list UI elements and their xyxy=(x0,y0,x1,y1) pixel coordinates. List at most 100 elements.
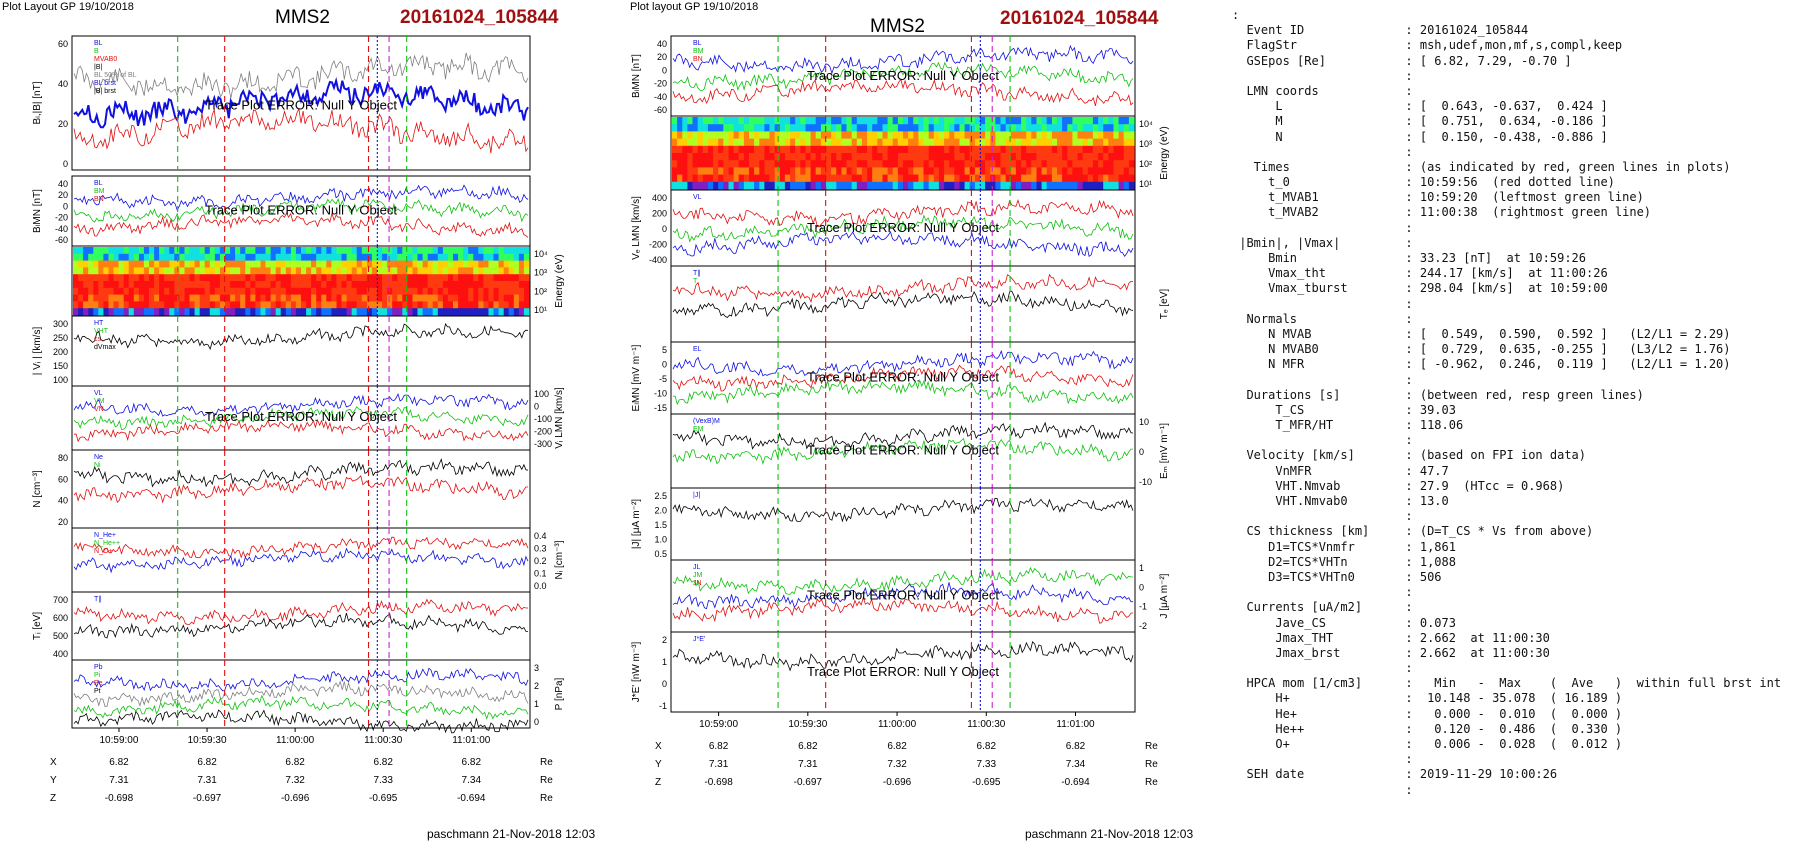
y-tick-label: 0.5 xyxy=(654,549,667,559)
spectrogram-cell xyxy=(897,160,904,168)
spectrogram-cell xyxy=(123,260,130,268)
spectrogram-cell xyxy=(377,274,383,282)
spectrogram-cell xyxy=(836,131,842,140)
spectrogram-cell xyxy=(1000,160,1007,168)
spectrogram-cell xyxy=(1103,181,1109,190)
spectrogram-cell xyxy=(73,301,79,309)
spectrogram-cell xyxy=(938,117,945,125)
spectrogram-cell xyxy=(159,294,165,302)
spectrogram-cell xyxy=(974,167,981,176)
spectrogram-cell xyxy=(1128,124,1135,132)
spectrogram-cell xyxy=(1113,174,1120,183)
spectrogram-cell xyxy=(159,308,165,316)
legend-entry: BM xyxy=(693,48,704,55)
spectrogram-cell xyxy=(478,308,484,316)
y-tick-label-right: 10³ xyxy=(534,268,547,278)
spectrogram-cell xyxy=(995,131,1002,140)
spectrogram-cell xyxy=(422,301,429,309)
spectrogram-cell xyxy=(458,281,464,289)
spectrogram-cell xyxy=(723,181,729,190)
spectrogram-cell xyxy=(877,174,883,183)
spectrogram-cell xyxy=(447,267,454,275)
spectrogram-cell xyxy=(882,117,889,125)
spectrogram-cell xyxy=(88,247,94,255)
y-tick-label: 0 xyxy=(662,65,667,75)
spectrogram-cell xyxy=(1026,124,1032,132)
spectrogram-cell xyxy=(427,308,434,316)
spectrogram-cell xyxy=(123,287,130,296)
spectrogram-cell xyxy=(478,301,484,309)
spectrogram-cell xyxy=(179,247,186,255)
spectrogram-cell xyxy=(392,281,398,289)
spectrogram-cell xyxy=(377,260,383,268)
spectrogram-cell xyxy=(1067,174,1073,183)
spectrogram-cell xyxy=(164,253,170,262)
y-tick-label: 100 xyxy=(53,375,68,385)
spectrogram-cell xyxy=(503,301,510,309)
spectrogram-cell xyxy=(980,145,986,154)
spectrogram-cell xyxy=(159,253,165,262)
spectrogram-cell xyxy=(1087,167,1094,176)
spectrogram-cell xyxy=(826,117,832,125)
spectrogram-cell xyxy=(759,117,765,125)
spectrogram-cell xyxy=(779,160,786,168)
spectrogram-cell xyxy=(1021,174,1027,183)
spectrogram-cell xyxy=(800,174,806,183)
spectrogram-cell xyxy=(1051,145,1058,154)
spectrogram-cell xyxy=(371,281,378,289)
y-tick-label-right: 0 xyxy=(1139,447,1144,457)
spectrogram-cell xyxy=(677,167,683,176)
spectrogram-cell xyxy=(199,260,206,268)
spectrogram-cell xyxy=(820,160,827,168)
spectrogram-cell xyxy=(928,124,935,132)
spectrogram-cell xyxy=(453,274,459,282)
spectrogram-cell xyxy=(88,267,94,275)
series-red-trace xyxy=(73,107,529,154)
spectrogram-cell xyxy=(103,274,110,282)
spectrogram-cell xyxy=(159,287,165,296)
y-tick-label-right: -10 xyxy=(1139,477,1152,487)
spectrogram-cell xyxy=(980,138,986,147)
spectrogram-cell xyxy=(295,274,302,282)
spectrogram-cell xyxy=(733,138,740,147)
spectrogram-cell xyxy=(718,153,724,161)
coord-value: 6.82 xyxy=(373,757,393,768)
spectrogram-cell xyxy=(270,260,277,268)
spectrogram-cell xyxy=(1010,181,1017,190)
spectrogram-cell xyxy=(108,281,115,289)
spectrogram-cell xyxy=(713,160,719,168)
y-tick-label-right: 2 xyxy=(534,681,539,691)
spectrogram-cell xyxy=(488,308,495,316)
spectrogram-cell xyxy=(851,153,858,161)
spectrogram-cell xyxy=(969,174,976,183)
spectrogram-cell xyxy=(118,253,125,262)
spectrogram-cell xyxy=(908,131,914,140)
spectrogram-cell xyxy=(677,131,683,140)
summary-line: : xyxy=(1232,782,1413,797)
y-tick-label-right: 10² xyxy=(1139,159,1152,169)
spectrogram-cell xyxy=(790,117,796,125)
spectrogram-cell xyxy=(488,253,495,262)
spectrogram-cell xyxy=(892,160,899,168)
spectrogram-cell xyxy=(1067,160,1073,168)
spectrogram-cell xyxy=(230,294,236,302)
spectrogram-cell xyxy=(219,301,226,309)
spectrogram-cell xyxy=(728,167,735,176)
legend-entry: JL xyxy=(693,564,701,571)
spectrogram-cell xyxy=(1108,124,1114,132)
spectrogram-cell xyxy=(199,294,206,302)
spectrogram-cell xyxy=(154,260,160,268)
spectrogram-cell xyxy=(980,131,986,140)
spectrogram-cell xyxy=(382,274,388,282)
spectrogram-cell xyxy=(892,153,899,161)
legend-entry: EL xyxy=(693,346,702,353)
summary-line: : xyxy=(1232,296,1413,311)
spectrogram-cell xyxy=(856,124,863,132)
spectrogram-cell xyxy=(882,167,889,176)
spectrogram-cell xyxy=(442,287,449,296)
spectrogram-cell xyxy=(964,167,971,176)
spectrogram-cell xyxy=(123,247,130,255)
spectrogram-cell xyxy=(235,267,241,275)
spectrogram-cell xyxy=(707,145,714,154)
spectrogram-cell xyxy=(453,267,459,275)
